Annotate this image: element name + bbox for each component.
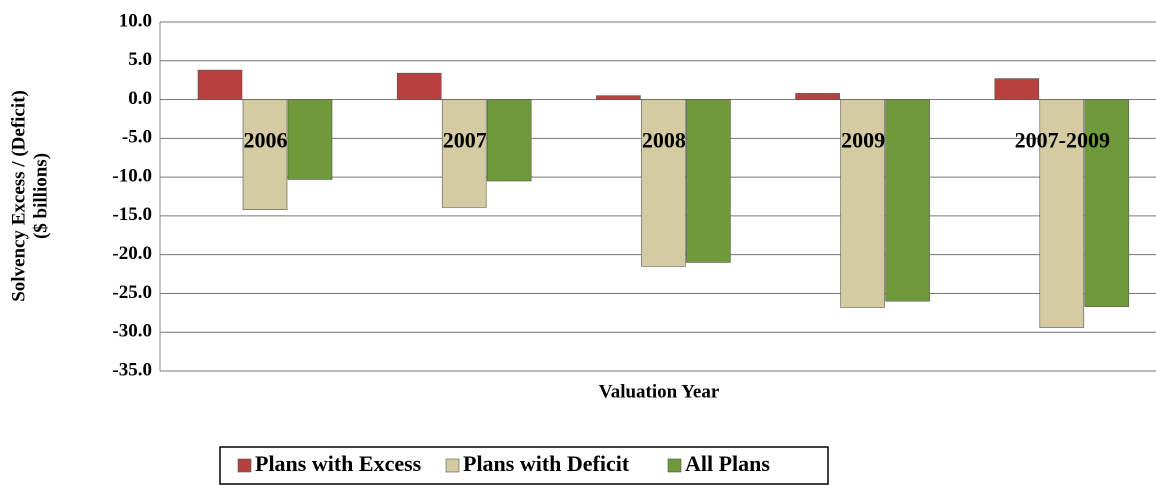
bar bbox=[596, 95, 641, 100]
bar bbox=[1039, 99, 1085, 328]
bar bbox=[885, 99, 930, 302]
y-tick-label: -5.0 bbox=[122, 127, 152, 148]
bar bbox=[287, 99, 333, 180]
x-tick-label: 2007-2009 bbox=[1015, 127, 1110, 152]
legend-swatch bbox=[445, 458, 460, 473]
legend-box bbox=[219, 446, 829, 485]
y-tick-label: 0.0 bbox=[128, 88, 152, 109]
legend-swatch bbox=[237, 458, 252, 473]
bar bbox=[242, 99, 288, 210]
legend-label: All Plans bbox=[685, 451, 770, 476]
bar bbox=[994, 78, 1040, 100]
y-tick-label: -10.0 bbox=[112, 165, 152, 186]
bar bbox=[840, 99, 885, 308]
x-tick-label: 2008 bbox=[642, 127, 686, 152]
legend-swatch bbox=[667, 458, 682, 473]
y-tick-label: -25.0 bbox=[112, 282, 152, 303]
y-tick-label: -15.0 bbox=[112, 204, 152, 225]
legend-label: Plans with Excess bbox=[255, 451, 422, 476]
bar bbox=[197, 69, 243, 100]
legend-label: Plans with Deficit bbox=[463, 451, 630, 476]
bar bbox=[795, 93, 840, 100]
bar bbox=[686, 99, 731, 263]
x-tick-label: 2006 bbox=[244, 127, 288, 152]
y-axis-title: ($ billions) bbox=[30, 153, 51, 239]
x-axis-title: Valuation Year bbox=[599, 381, 720, 402]
x-tick-label: 2009 bbox=[841, 127, 885, 152]
y-tick-label: 5.0 bbox=[128, 49, 152, 70]
bar bbox=[486, 99, 532, 182]
y-axis-title: Solvency Excess / (Deficit) bbox=[8, 90, 29, 302]
bar bbox=[641, 99, 686, 267]
y-tick-label: 10.0 bbox=[119, 10, 152, 31]
bar bbox=[441, 99, 487, 208]
x-tick-label: 2007 bbox=[443, 127, 487, 152]
y-tick-label: -30.0 bbox=[112, 321, 152, 342]
bar bbox=[396, 72, 442, 100]
y-tick-label: -20.0 bbox=[112, 243, 152, 264]
bar bbox=[1084, 99, 1130, 307]
y-tick-label: -35.0 bbox=[112, 359, 152, 380]
